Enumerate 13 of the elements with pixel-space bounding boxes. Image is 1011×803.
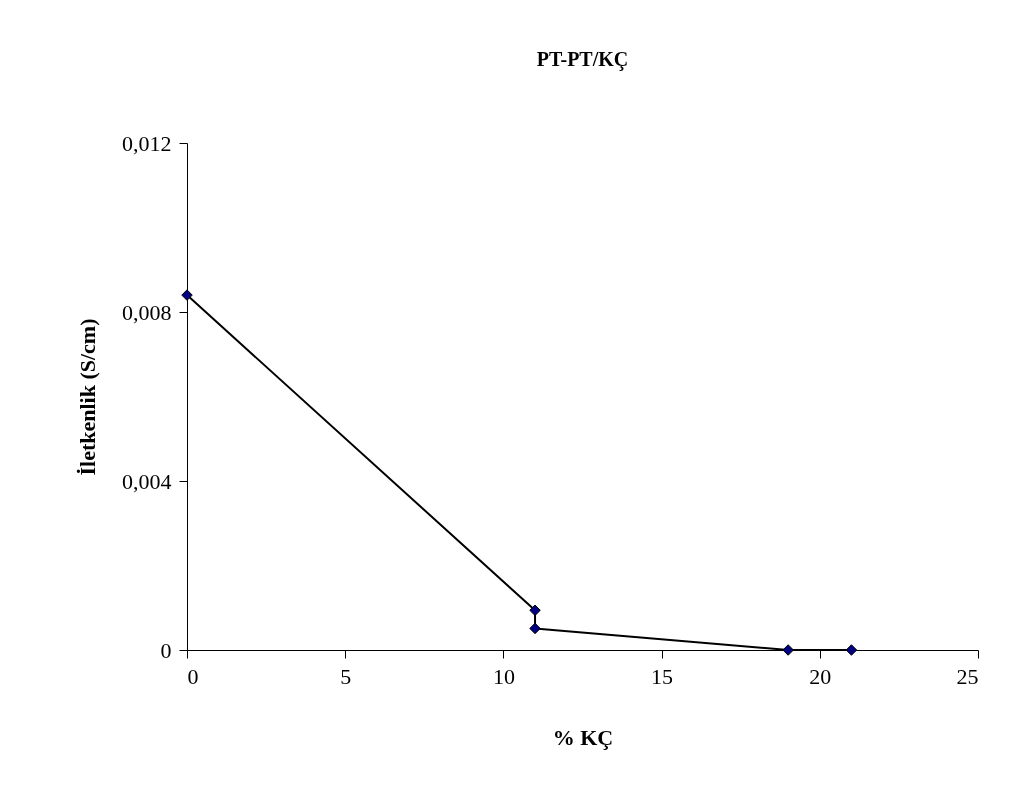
x-tick-label: 25	[956, 663, 979, 689]
x-axis-title: % KÇ	[552, 724, 614, 750]
x-tick-label: 10	[492, 663, 515, 689]
y-axis-title: İletkenlik (S/cm)	[75, 318, 100, 476]
y-tick-label: 0,008	[122, 299, 172, 325]
y-tick-label: 0,004	[122, 468, 172, 494]
y-tick-label: 0	[160, 637, 172, 663]
chart-title: PT-PT/KÇ	[536, 48, 629, 71]
x-tick-label: 0	[187, 663, 199, 689]
x-tick-label: 15	[651, 663, 674, 689]
y-tick-label: 0,012	[122, 130, 172, 156]
x-tick-label: 5	[340, 663, 352, 689]
x-tick-label: 20	[809, 663, 832, 689]
